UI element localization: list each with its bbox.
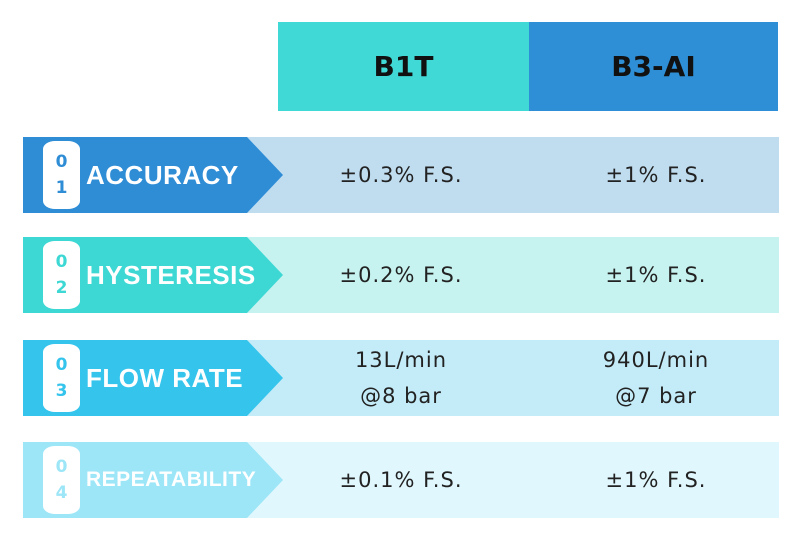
value-line: @7 bar: [615, 384, 697, 408]
header-b1t: B1T: [278, 22, 529, 111]
value-line: ±1% F.S.: [605, 263, 707, 287]
b3-ai-value: ±1% F.S.: [531, 237, 781, 313]
value-line: ±1% F.S.: [605, 163, 707, 187]
b1t-value: ±0.1% F.S.: [276, 442, 526, 518]
value-line: ±1% F.S.: [605, 468, 707, 492]
value-line: 13L/min: [354, 348, 448, 372]
row-label: REPEATABILITY: [86, 468, 257, 491]
badge-digit: 3: [55, 381, 68, 401]
number-badge: 0 4: [43, 446, 80, 514]
number-badge: 0 2: [43, 241, 80, 309]
b1t-value: 13L/min @8 bar: [276, 340, 526, 416]
row-label: ACCURACY: [86, 159, 239, 190]
number-badge: 0 3: [43, 344, 80, 412]
badge-digit: 4: [55, 483, 68, 503]
b3-ai-value: ±1% F.S.: [531, 442, 781, 518]
badge-digit: 0: [55, 252, 68, 272]
value-line: 940L/min: [602, 348, 710, 372]
row-label: HYSTERESIS: [86, 259, 256, 290]
b3-ai-value: 940L/min @7 bar: [531, 340, 781, 416]
value-line: ±0.3% F.S.: [339, 163, 463, 187]
badge-digit: 1: [55, 178, 68, 198]
b3-ai-value: ±1% F.S.: [531, 137, 781, 213]
spec-row-hysteresis: 0 2 HYSTERESIS ±0.2% F.S. ±1% F.S.: [23, 237, 779, 313]
value-line: ±0.1% F.S.: [339, 468, 463, 492]
spec-row-flow-rate: 0 3 FLOW RATE 13L/min @8 bar 940L/min @7 b…: [23, 340, 779, 416]
spec-row-repeatability: 0 4 REPEATABILITY ±0.1% F.S. ±1% F.S.: [23, 442, 779, 518]
b1t-value: ±0.3% F.S.: [276, 137, 526, 213]
badge-digit: 0: [55, 355, 68, 375]
spec-row-accuracy: 0 1 ACCURACY ±0.3% F.S. ±1% F.S.: [23, 137, 779, 213]
value-line: ±0.2% F.S.: [339, 263, 463, 287]
header-b3-ai: B3-AI: [529, 22, 778, 111]
b1t-value: ±0.2% F.S.: [276, 237, 526, 313]
badge-digit: 0: [55, 152, 68, 172]
row-label: FLOW RATE: [86, 362, 244, 393]
number-badge: 0 1: [43, 141, 80, 209]
value-line: @8 bar: [360, 384, 442, 408]
badge-digit: 2: [55, 278, 68, 298]
badge-digit: 0: [55, 457, 68, 477]
